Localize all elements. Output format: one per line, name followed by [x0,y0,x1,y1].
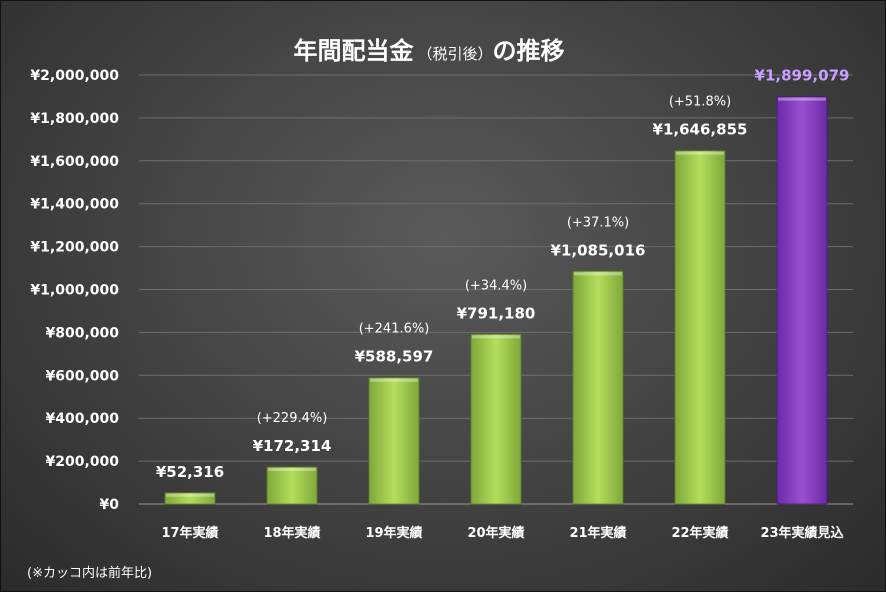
bar-group [368,377,420,505]
value-label: ¥1,646,855 [653,121,748,139]
chart-title: 年間配当金 （税引後）の推移 [293,37,564,65]
x-tick-label: 23年実績見込 [760,525,844,541]
bar-forecast [776,96,828,505]
bar [572,270,624,505]
y-tick-label: ¥200,000 [45,454,119,470]
growth-label: (+241.6%) [359,322,430,337]
value-label: ¥172,314 [253,437,332,455]
y-tick-label: ¥1,600,000 [30,154,119,170]
value-label: ¥791,180 [457,304,536,322]
bar [164,492,216,505]
bar-bevel [574,272,622,276]
x-tick-label: 19年実績 [365,525,422,541]
y-tick-label: ¥1,000,000 [30,283,119,299]
x-tick-label: 22年実績 [671,525,728,541]
value-label: ¥1,899,079 [755,67,850,85]
y-tick-label: ¥2,000,000 [30,68,119,84]
bar-bevel [166,493,214,497]
y-axis-ticks: ¥0 ¥200,000 ¥400,000 ¥600,000 ¥800,000 ¥1,000… [30,68,119,513]
chart-title-suffix: （税引後） [417,45,492,63]
data-labels: ¥52,316 ¥172,314 (+229.4%) ¥588,597 (+241.6%… [156,67,850,481]
bar [470,333,522,505]
chart-title-end: の推移 [493,37,565,65]
value-label: ¥588,597 [355,348,434,366]
x-tick-label: 20年実績 [467,525,524,541]
y-tick-label: ¥1,200,000 [30,240,119,256]
bar-bevel [370,378,418,382]
bar-group [266,466,318,505]
growth-label: (+37.1%) [567,215,629,230]
y-tick-label: ¥800,000 [45,325,119,341]
value-label: ¥52,316 [156,463,224,481]
y-tick-label: ¥1,800,000 [30,111,119,127]
bar-group [776,96,828,505]
bar-group [674,150,726,505]
bar-group [572,270,624,505]
bar-group [164,492,216,505]
chart-title-main: 年間配当金 [293,37,414,65]
bar-bevel [472,335,520,339]
bar-bevel [268,468,316,472]
y-tick-label: ¥600,000 [45,368,119,384]
bar-bevel [676,151,724,155]
x-axis-ticks: 17年実績 18年実績 19年実績 20年実績 21年実績 22年実績 23年実績見込 [161,525,844,541]
growth-label: (+51.8%) [669,95,731,110]
bars [164,96,828,505]
bar [674,150,726,505]
bar [266,466,318,505]
footnote: (※カッコ内は前年比) [27,565,152,581]
growth-label: (+34.4%) [465,278,527,293]
bar-group [470,333,522,505]
gridlines [139,74,853,505]
bar [368,377,420,505]
y-tick-label: ¥400,000 [45,411,119,427]
y-tick-label: ¥1,400,000 [30,197,119,213]
x-tick-label: 21年実績 [569,525,626,541]
y-tick-label: ¥0 [100,497,120,513]
x-tick-label: 18年実績 [263,525,320,541]
value-label: ¥1,085,016 [551,241,646,259]
growth-label: (+229.4%) [257,411,328,426]
bar-bevel [778,97,826,101]
x-tick-label: 17年実績 [161,525,218,541]
